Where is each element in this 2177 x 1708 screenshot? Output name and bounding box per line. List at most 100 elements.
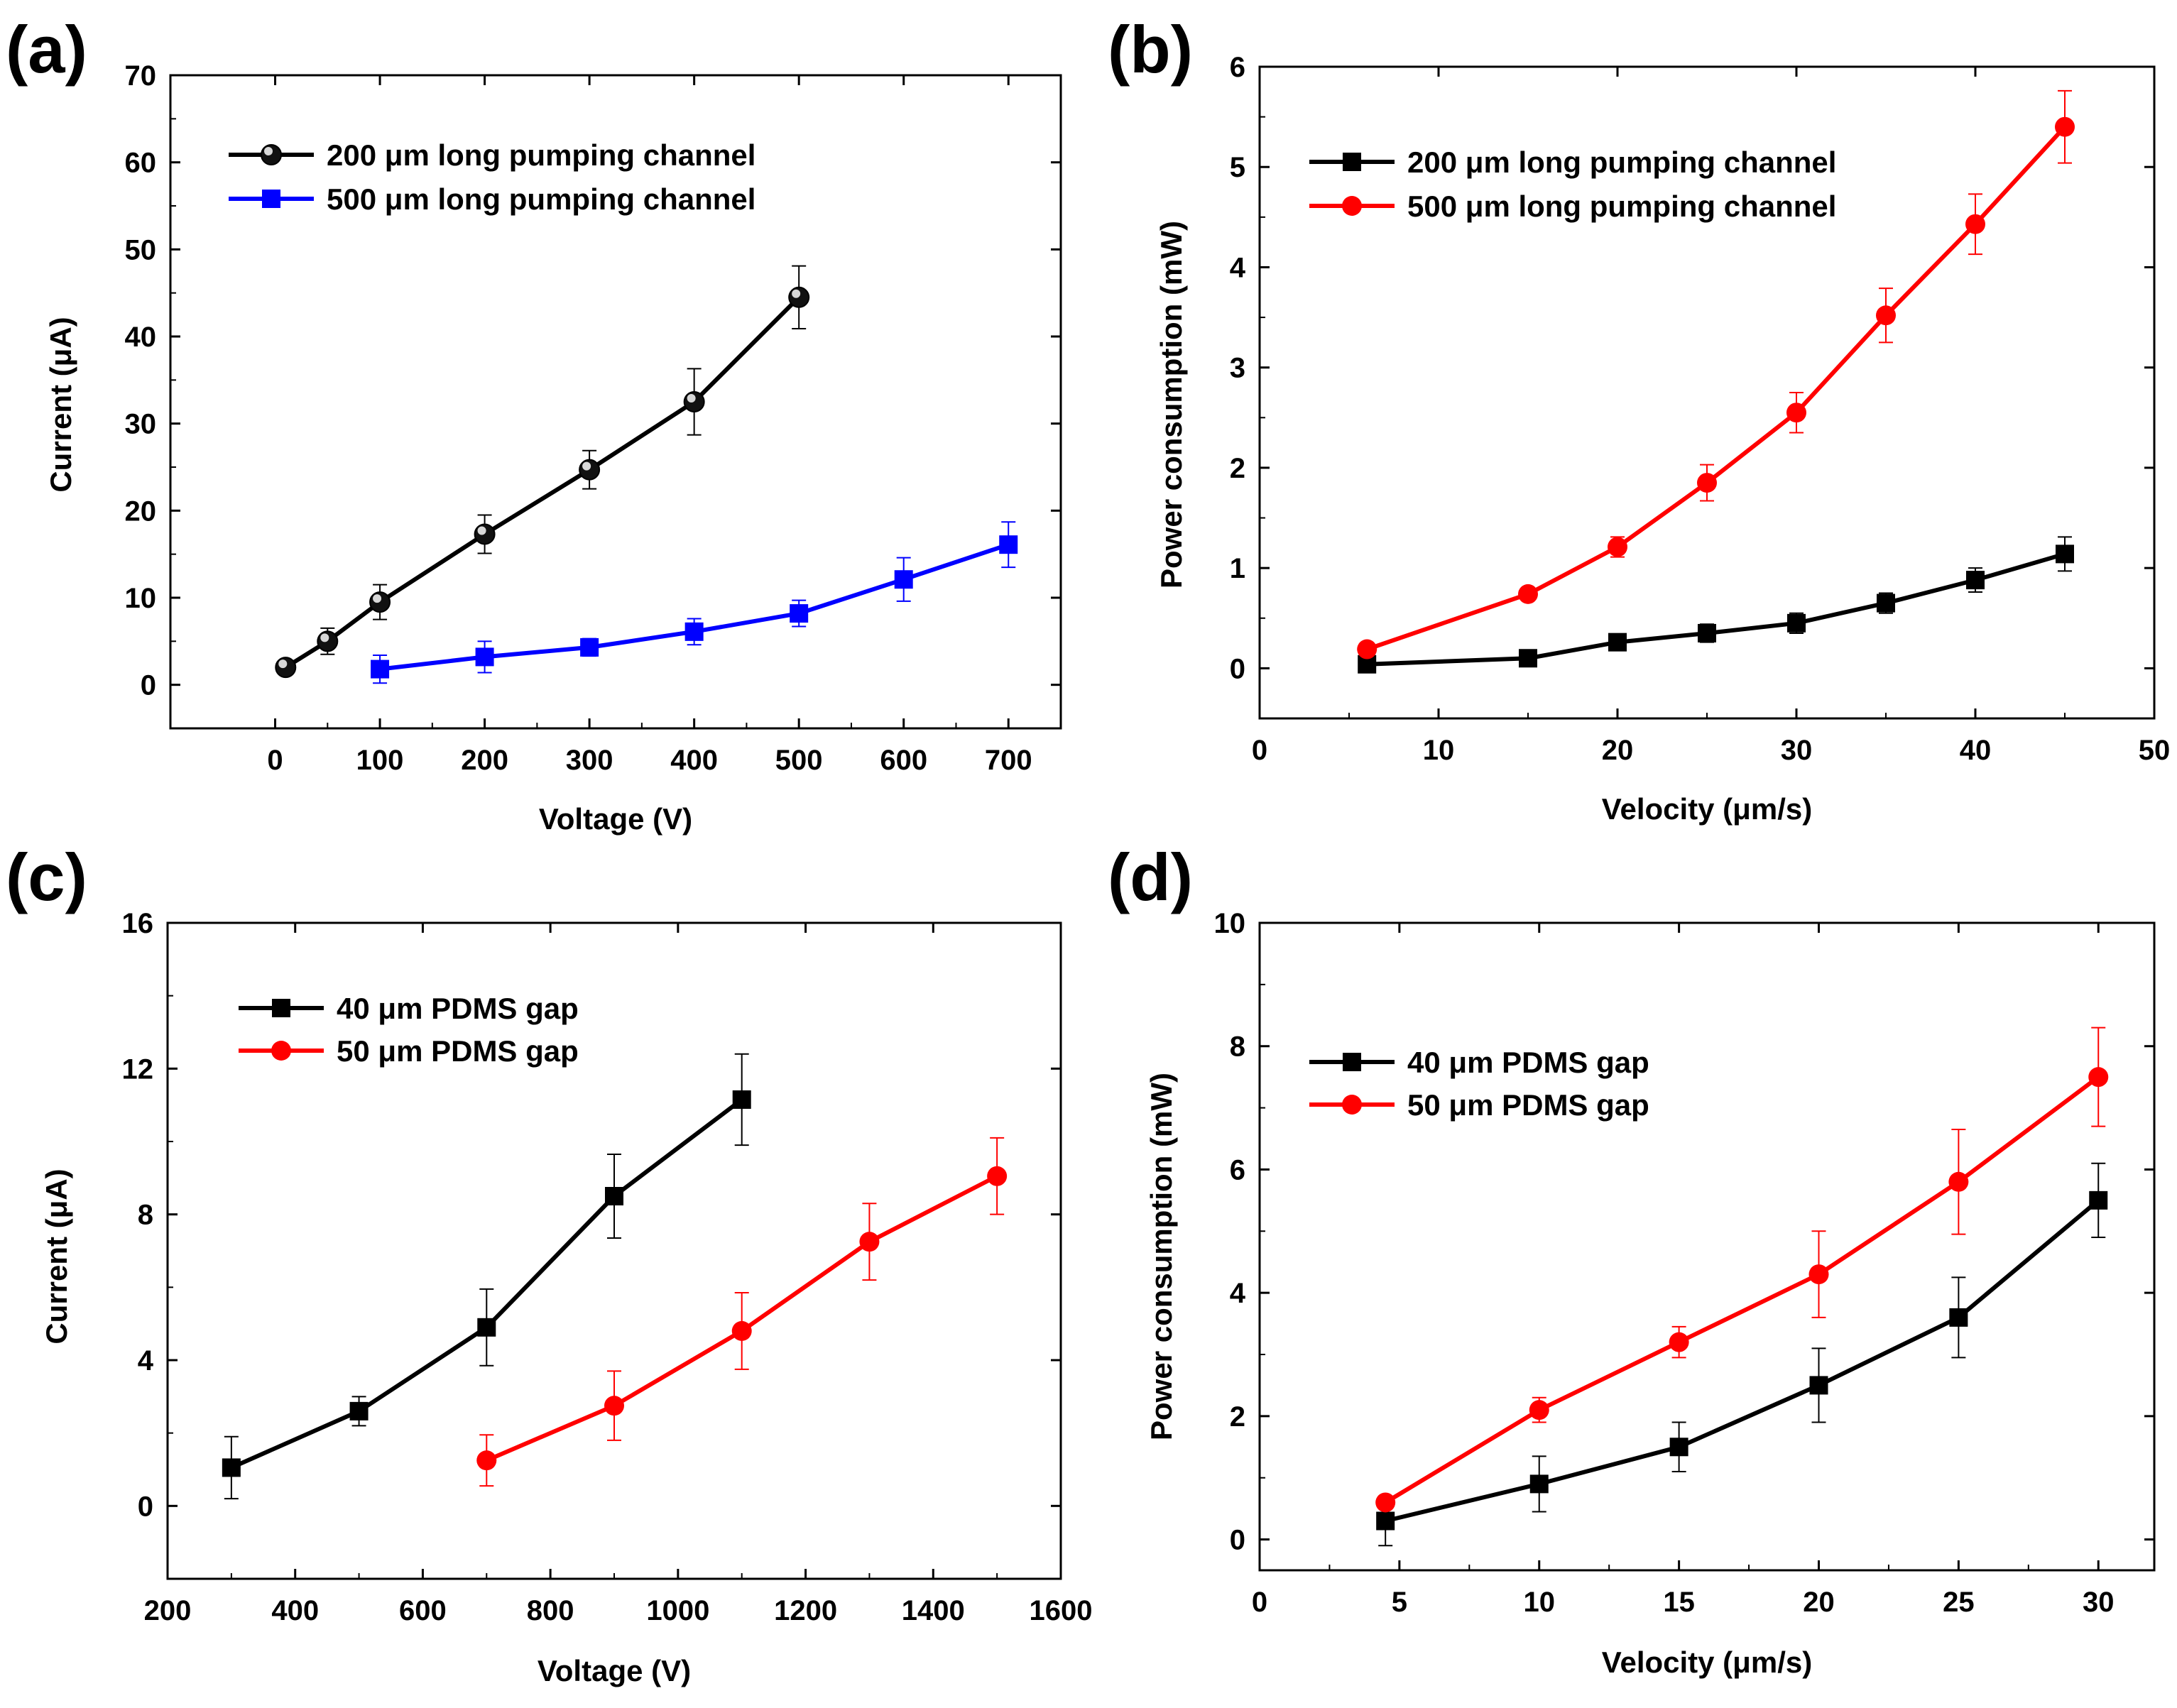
data-point [1965,214,1985,234]
data-point [1698,623,1716,642]
y-tick-label: 10 [1214,908,1246,939]
data-point [476,1450,497,1471]
data-point [579,459,601,481]
x-tick-label: 50 [2139,735,2171,766]
data-point [1519,649,1537,668]
data-point [790,604,809,623]
legend-label: 500 μm long pumping channel [1407,190,1836,223]
legend-item: 50 μm PDMS gap [1309,1088,1649,1122]
x-tick-label: 30 [1781,735,1813,766]
marker-body [683,391,705,412]
x-tick-label: 1400 [902,1595,965,1626]
marker-body [317,630,339,652]
y-tick-label: 6 [1230,52,1245,83]
legend-item: 40 μm PDMS gap [1309,1046,1649,1079]
legend-marker [271,1041,291,1061]
x-tick-label: 20 [1602,735,1634,766]
panel-label: (b) [1108,12,1193,87]
series-1 [1375,1027,2109,1513]
data-point [604,1396,624,1416]
data-point [1608,633,1627,652]
data-point [788,286,810,308]
data-point [1877,593,1895,613]
y-tick-label: 1 [1230,553,1245,584]
data-point [1876,305,1896,326]
data-point [1808,1264,1829,1285]
legend-item: 500 μm long pumping channel [1309,190,1836,223]
data-point [475,647,494,667]
data-point [683,391,705,412]
data-point [1518,584,1538,604]
marker-body [261,144,282,165]
data-point [1529,1400,1549,1420]
data-point [894,570,913,589]
x-tick-label: 10 [1524,1587,1556,1618]
x-tick-label: 400 [670,745,718,776]
legend: 40 μm PDMS gap 50 μm PDMS gap [239,992,579,1068]
y-tick-label: 0 [1230,653,1245,684]
y-tick-label: 60 [125,148,157,179]
legend-marker [1342,196,1362,216]
y-tick-label: 40 [125,322,157,353]
x-axis-title: Voltage (V) [539,802,692,836]
data-point [1787,613,1806,633]
x-tick-label: 800 [527,1595,574,1626]
data-point [369,591,391,613]
panel-a: (a) 0 100 200 300 400 500 600 700 0 10 20 30 40 50 60 70… [6,12,1062,836]
data-point [1376,1511,1395,1531]
marker-highlight [477,526,486,535]
plot-frame [169,74,1062,730]
panel-label: (d) [1108,840,1193,914]
legend: 40 μm PDMS gap 50 μm PDMS gap [1309,1046,1649,1122]
data-point [732,1090,751,1109]
panel-label: (a) [6,12,87,87]
x-tick-label: 300 [566,745,613,776]
data-point [1669,1438,1688,1457]
marker-highlight [687,394,696,403]
y-tick-label: 50 [125,234,157,265]
panel-b: (b) 0 10 20 30 40 50 0 1 2 3 4 5 6 Velocity (μm/s) Powe… [1108,12,2170,826]
x-tick-label: 1600 [1030,1595,1093,1626]
x-tick-label: 5 [1392,1587,1407,1618]
y-tick-label: 4 [1230,252,1246,283]
series-0 [275,265,810,679]
x-tick-label: 0 [1252,735,1267,766]
y-tick-label: 30 [125,409,157,440]
x-axis-title: Velocity (μm/s) [1602,1646,1812,1679]
data-point [1357,639,1377,659]
marker-body [474,523,496,545]
legend-label: 200 μm long pumping channel [327,138,755,172]
data-point [1966,571,1985,590]
data-point [1786,403,1806,423]
x-axis-title: Velocity (μm/s) [1602,792,1812,826]
series-line [284,295,801,669]
data-point [1948,1171,1969,1192]
y-tick-label: 12 [122,1053,154,1085]
panel-c: (c) 200 400 600 800 1000 1200 1400 1600 0 4 8 12 16 Vo… [6,840,1092,1687]
legend-label: 500 μm long pumping channel [327,182,755,216]
y-tick-label: 2 [1230,1401,1245,1433]
series-line [230,1097,743,1470]
legend-item: 500 μm long pumping channel [229,182,755,216]
data-point [317,630,339,652]
series-1 [1357,89,2075,659]
data-point [474,523,496,545]
series-0 [1358,536,2074,674]
legend-marker [1343,153,1361,171]
legend: 200 μm long pumping channel 500 μm long p… [229,138,755,216]
legend-marker [262,190,280,208]
data-point [222,1458,241,1477]
data-point [859,1232,880,1252]
x-tick-label: 0 [1252,1587,1267,1618]
marker-highlight [278,659,288,669]
legend-marker [1343,1053,1361,1071]
marker-highlight [320,633,329,642]
y-tick-label: 6 [1230,1154,1245,1186]
series-line [1366,125,2067,652]
y-tick-label: 0 [1230,1525,1245,1556]
legend-item: 50 μm PDMS gap [239,1034,579,1068]
series-0 [1376,1162,2108,1547]
legend-label: 40 μm PDMS gap [337,992,579,1025]
series-line [1384,1075,2100,1505]
y-tick-label: 2 [1230,453,1245,484]
